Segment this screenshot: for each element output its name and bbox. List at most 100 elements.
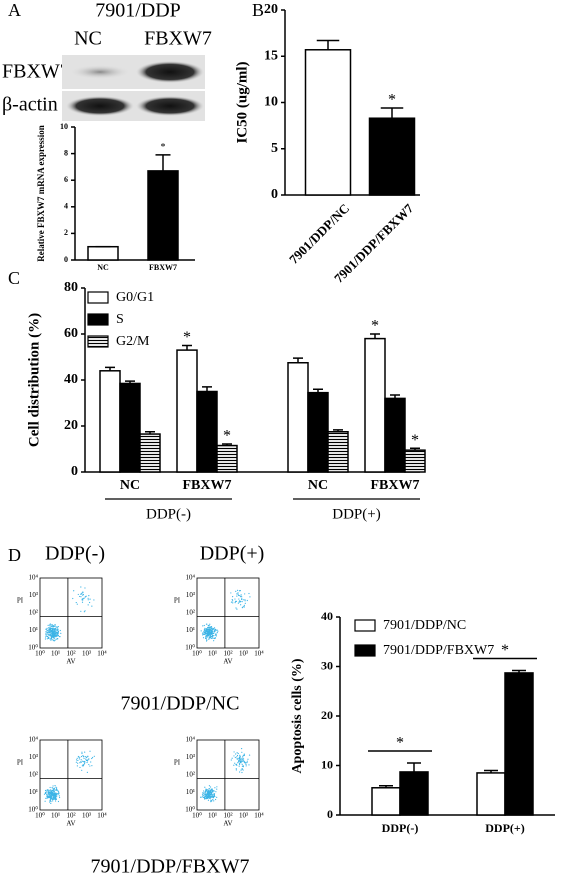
- bar: [307, 391, 329, 473]
- flow-dot: [236, 608, 238, 610]
- flow-dot: [53, 637, 55, 639]
- flow-dot: [52, 629, 54, 631]
- flow-dot: [237, 762, 239, 764]
- flow-dot: [53, 795, 55, 797]
- flow-dot: [216, 786, 218, 788]
- y-tick-label: 30: [321, 658, 333, 672]
- flow-dot: [211, 795, 213, 797]
- flow-dot: [239, 760, 242, 763]
- flow-dot: [50, 802, 52, 805]
- error-bar: [316, 39, 340, 50]
- flow-dot: [75, 759, 78, 761]
- flow-dot: [231, 757, 233, 759]
- error-bar: [105, 366, 115, 371]
- flow-axis-label: AV: [66, 658, 75, 666]
- flow-dot: [233, 755, 235, 757]
- y-tick-label: 0: [71, 464, 78, 479]
- flow-dot: [207, 795, 210, 798]
- flow-dot: [208, 635, 210, 637]
- flow-dot: [52, 787, 54, 790]
- flow-dot: [236, 758, 238, 760]
- flow-dot: [79, 762, 81, 764]
- flow-dot: [57, 638, 59, 640]
- flow-dot: [203, 629, 206, 631]
- flow-dot: [84, 762, 86, 764]
- flow-dot: [213, 794, 215, 797]
- flow-dot: [230, 592, 232, 594]
- flow-dot: [210, 631, 212, 633]
- flow-dot: [209, 623, 211, 625]
- flow-dot: [215, 634, 217, 637]
- flow-dot: [235, 590, 237, 592]
- flow-dot: [212, 793, 214, 795]
- error-bar: [390, 394, 400, 399]
- flow-dot: [59, 629, 61, 632]
- flow-dot: [46, 630, 48, 632]
- flow-dot: [204, 786, 206, 788]
- flow-dot: [243, 758, 245, 760]
- flow-dot: [235, 607, 237, 609]
- flow-dot: [241, 598, 243, 601]
- flow-dot: [203, 630, 205, 632]
- flow-dot: [205, 638, 208, 640]
- flow-dot: [202, 637, 205, 639]
- flow-dot: [202, 790, 205, 792]
- flow-dot: [47, 624, 49, 626]
- flow-dot: [51, 629, 53, 632]
- flow-dot: [83, 763, 86, 765]
- flow-dot: [76, 757, 78, 759]
- flow-dot: [210, 637, 213, 639]
- flow-dot: [212, 637, 214, 639]
- flow-dot: [55, 638, 57, 640]
- flow-dot: [45, 791, 48, 793]
- flow-dot: [51, 793, 53, 795]
- bar: [176, 349, 198, 473]
- flow-dot: [81, 752, 83, 755]
- flow-dot: [205, 635, 207, 637]
- flow-dot: [238, 601, 240, 603]
- flow-dot: [48, 796, 51, 798]
- flow-dot: [84, 610, 86, 612]
- flow-dot: [52, 785, 54, 787]
- flow-dot: [210, 793, 212, 795]
- flow-tick-label: 10²: [223, 812, 232, 820]
- flow-dot: [247, 758, 249, 760]
- flow-tick-label: 10⁴: [254, 650, 264, 658]
- flow-dot: [75, 761, 77, 763]
- legend-label: S: [116, 312, 124, 327]
- flow-dot: [239, 600, 241, 602]
- flow-dot: [49, 789, 51, 791]
- flow-dot: [82, 591, 84, 593]
- flow-tick-label: 10⁴: [29, 736, 39, 744]
- flow-dot: [241, 751, 243, 753]
- flow-dot: [79, 766, 81, 769]
- flow-dot: [215, 633, 217, 635]
- flow-dot: [52, 639, 54, 641]
- flow-dot: [244, 760, 246, 762]
- flow-dot: [202, 796, 205, 798]
- flow-dot: [80, 759, 82, 761]
- flow-dot: [209, 632, 211, 635]
- flow-tick-label: 10¹: [208, 812, 217, 820]
- flow-tick-label: 10⁰: [185, 644, 195, 652]
- flow-dot: [53, 791, 55, 793]
- flow-dot: [234, 762, 236, 764]
- blot-row-label: β-actin: [2, 94, 58, 116]
- flow-dot: [204, 798, 206, 800]
- flow-dot: [242, 760, 244, 762]
- flow-dot: [50, 639, 52, 641]
- flow-dot: [50, 631, 52, 633]
- flow-dot: [239, 590, 241, 592]
- flow-dot: [53, 787, 55, 789]
- flow-dot: [213, 793, 216, 795]
- flow-dot: [54, 627, 57, 630]
- flow-dot: [54, 624, 56, 626]
- bar: [87, 245, 119, 261]
- flow-dot: [51, 624, 53, 627]
- flow-dot: [49, 624, 51, 627]
- flow-dot: [201, 632, 204, 634]
- flow-dot: [48, 790, 50, 792]
- flow-dot: [51, 798, 54, 801]
- flow-dot: [48, 634, 50, 636]
- flow-dot: [202, 634, 204, 636]
